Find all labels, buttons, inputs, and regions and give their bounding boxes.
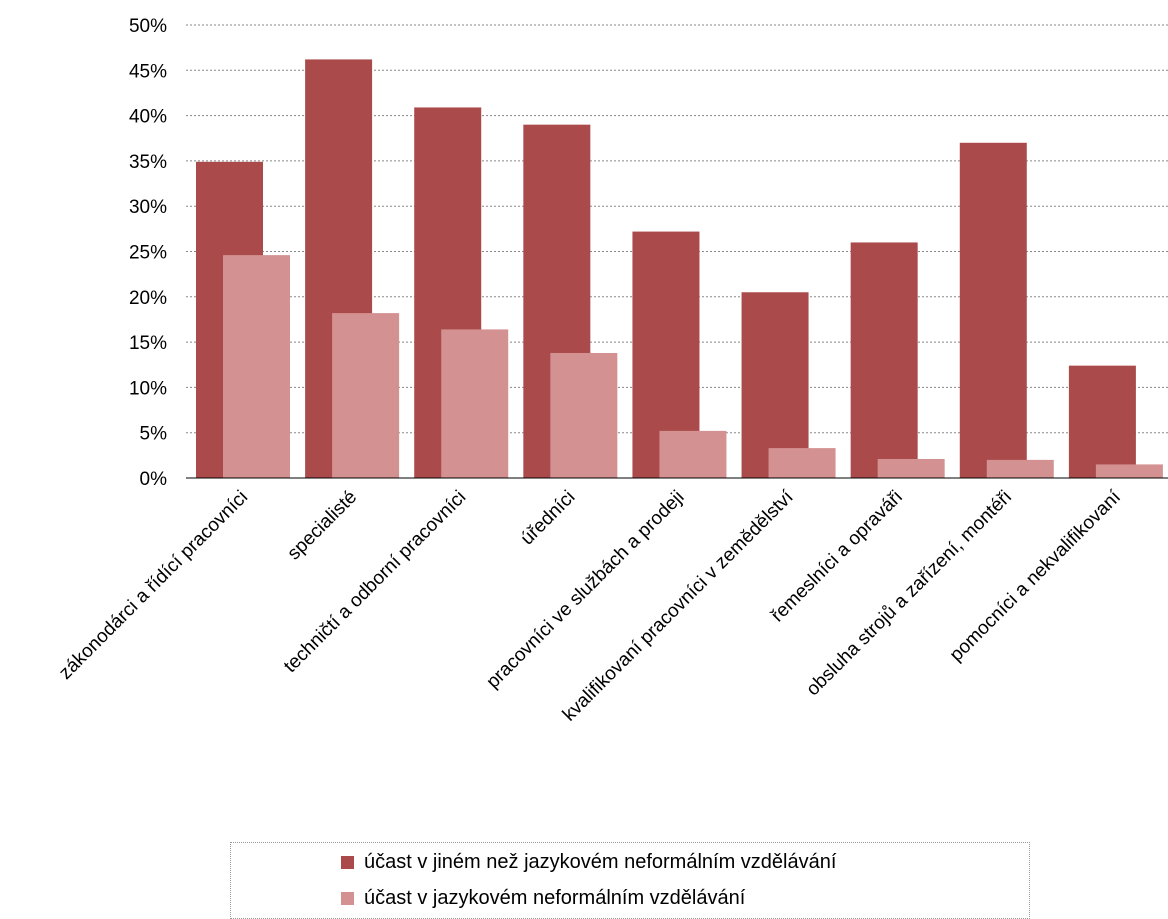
bar-series-2-9: [1095, 464, 1163, 478]
y-tick-label: 0%: [140, 469, 168, 490]
x-axis-labels: zákonodárci a řídící pracovníci specialis…: [55, 486, 1125, 725]
bar-series-2-8: [986, 459, 1054, 478]
x-category-label: kvalifikovaní pracovníci v zemědělství: [559, 486, 798, 725]
y-tick-label: 25%: [129, 243, 167, 264]
y-tick-label: 10%: [129, 378, 167, 399]
legend: účast v jiném než jazykovém neformálním …: [230, 842, 1030, 919]
bars: [196, 59, 1163, 479]
legend-label-series-2: účast v jazykovém neformálním vzdělávání: [364, 887, 746, 909]
bar-chart: 0% 5% 10% 15% 20% 25% 30% 35% 40% 45% 50% zákonodá…: [55, 16, 1168, 726]
y-tick-label: 15%: [129, 333, 167, 354]
bar-series-2-3: [441, 329, 509, 478]
legend-item-series-1: účast v jiném než jazykovém neformálním …: [341, 851, 836, 874]
y-tick-label: 50%: [129, 16, 167, 37]
legend-label-series-1: účast v jiném než jazykovém neformálním …: [364, 851, 837, 873]
x-category-label: úředníci: [517, 487, 580, 550]
y-tick-label: 35%: [129, 152, 167, 173]
y-axis-ticks: 0% 5% 10% 15% 20% 25% 30% 35% 40% 45% 50%: [129, 16, 167, 490]
bar-series-1-6: [741, 292, 809, 478]
x-category-label: specialisté: [284, 487, 362, 565]
bar-series-2-5: [659, 430, 727, 478]
x-category-label: techničtí a odborní pracovníci: [280, 487, 470, 677]
x-category-label: obsluha strojů a zařízení, montéři: [802, 487, 1015, 700]
y-tick-label: 30%: [129, 197, 167, 218]
y-tick-label: 5%: [140, 424, 168, 445]
bar-series-2-6: [768, 448, 836, 478]
bar-series-2-2: [332, 313, 400, 478]
bar-series-1-8: [959, 142, 1027, 478]
x-category-label: zákonodárci a řídící pracovníci: [55, 487, 252, 684]
y-tick-label: 40%: [129, 107, 167, 128]
bar-series-2-7: [877, 458, 945, 478]
x-category-label: pracovníci ve službách a prodeji: [483, 487, 689, 693]
x-category-label: pomocníci a nekvalifikovaní: [946, 486, 1126, 666]
bar-series-1-9: [1068, 365, 1136, 478]
bar-series-1-7: [850, 242, 918, 478]
bar-series-2-1: [223, 255, 290, 478]
legend-swatch-series-2: [341, 892, 354, 905]
y-tick-label: 20%: [129, 288, 167, 309]
bar-series-2-4: [550, 352, 618, 478]
legend-item-series-2: účast v jazykovém neformálním vzdělávání: [341, 887, 745, 910]
y-tick-label: 45%: [129, 61, 167, 82]
legend-swatch-series-1: [341, 856, 354, 869]
